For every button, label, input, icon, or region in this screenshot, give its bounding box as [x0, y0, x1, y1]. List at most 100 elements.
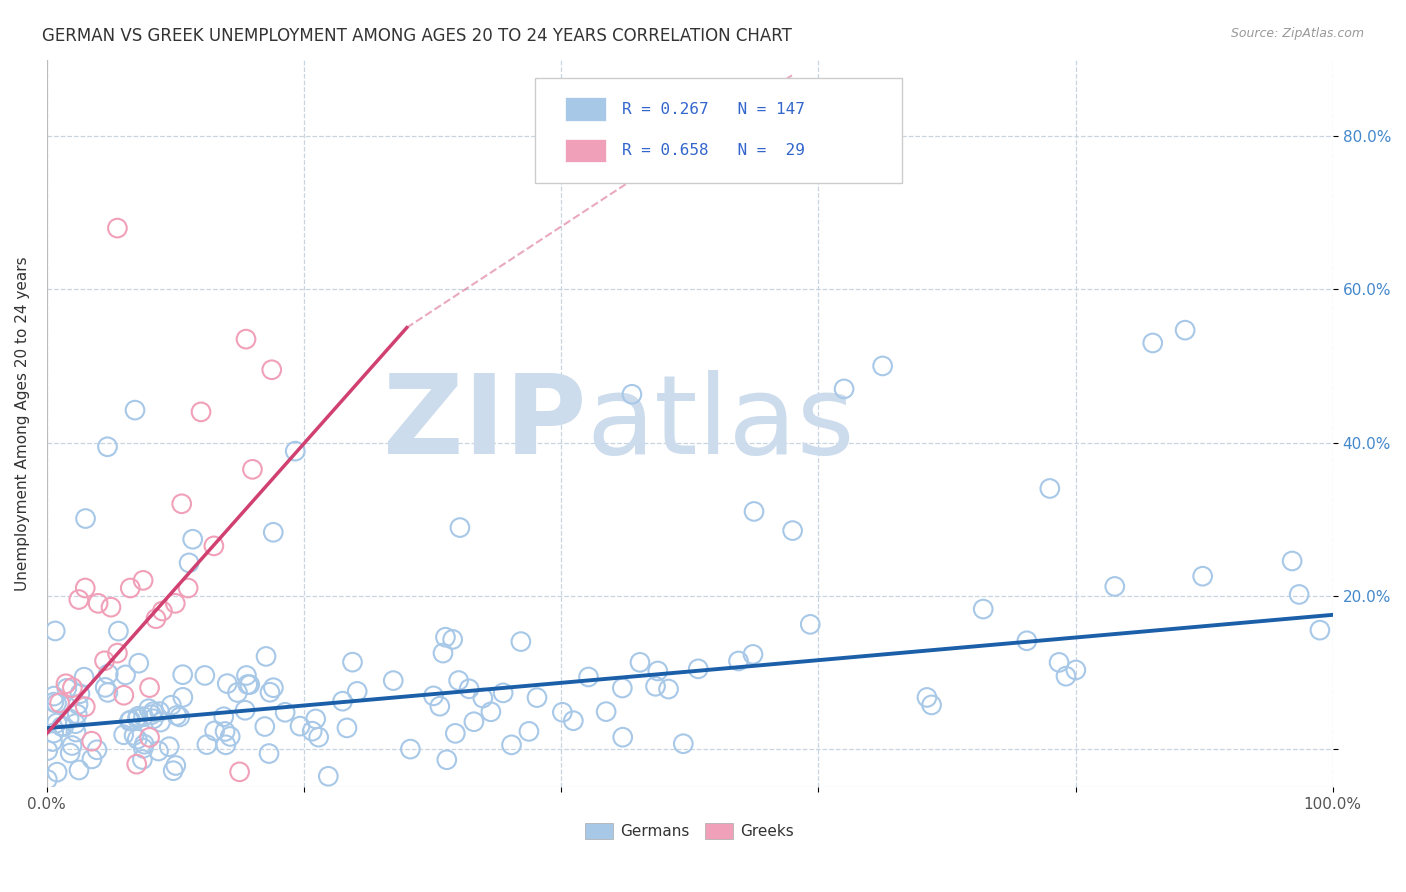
Point [233, 703, 256, 717]
Point [93, 654, 115, 668]
Y-axis label: Unemployment Among Ages 20 to 24 years: Unemployment Among Ages 20 to 24 years [15, 256, 30, 591]
Point [612, 730, 634, 744]
Point [399, 742, 422, 756]
Point [132, 709, 155, 723]
Point [429, 699, 451, 714]
Point [58, 712, 80, 726]
Point [308, 730, 330, 744]
Point [45, 716, 67, 731]
Point [239, 678, 262, 692]
Point [56, 681, 79, 696]
Point [75, 581, 97, 595]
Point [578, 670, 600, 684]
Point [141, 707, 163, 722]
Point [162, 764, 184, 778]
Point [551, 706, 574, 720]
Point [152, 604, 174, 618]
Point [37, 743, 59, 757]
Point [52, 720, 75, 734]
Point [112, 728, 135, 742]
Point [672, 737, 695, 751]
Point [972, 602, 994, 616]
Point [96, 440, 118, 454]
Point [782, 524, 804, 538]
Text: Source: ZipAtlas.com: Source: ZipAtlas.com [1230, 27, 1364, 40]
Point [190, 405, 212, 419]
Point [122, 728, 145, 742]
Point [118, 714, 141, 728]
Point [149, 705, 172, 719]
Point [212, 710, 235, 724]
Point [75, 511, 97, 525]
Point [259, 685, 281, 699]
Point [628, 656, 651, 670]
Point [42, 689, 65, 703]
Point [131, 752, 153, 766]
Point [172, 690, 194, 705]
Point [228, 764, 250, 779]
Point [1039, 482, 1062, 496]
Point [1054, 669, 1077, 683]
Point [127, 712, 149, 726]
Point [382, 673, 405, 688]
Legend: Germans, Greeks: Germans, Greeks [579, 817, 800, 845]
Point [55, 677, 77, 691]
FancyBboxPatch shape [565, 97, 606, 120]
FancyBboxPatch shape [536, 78, 901, 183]
Point [60, 739, 83, 753]
Point [194, 668, 217, 682]
Point [647, 664, 669, 678]
Point [75, 699, 97, 714]
Point [215, 738, 238, 752]
Point [284, 444, 307, 458]
Point [217, 676, 239, 690]
Point [219, 730, 242, 744]
Point [169, 710, 191, 724]
Text: atlas: atlas [586, 370, 855, 477]
Point [492, 686, 515, 700]
Point [67, 763, 90, 777]
Point [46, 765, 69, 780]
Point [872, 359, 894, 373]
Point [254, 649, 277, 664]
Point [432, 646, 454, 660]
Point [60, 681, 83, 695]
Point [165, 596, 187, 610]
Point [1191, 569, 1213, 583]
Point [100, 600, 122, 615]
Point [177, 581, 200, 595]
Point [915, 690, 938, 705]
Point [44, 624, 66, 638]
Point [149, 715, 172, 730]
Point [138, 681, 160, 695]
Point [336, 721, 359, 735]
Point [94, 681, 117, 695]
Point [165, 758, 187, 772]
Point [262, 681, 284, 695]
Point [145, 612, 167, 626]
Point [444, 726, 467, 740]
Point [65, 716, 87, 731]
Point [509, 634, 531, 648]
Point [80, 752, 103, 766]
Point [1281, 554, 1303, 568]
Point [1174, 323, 1197, 337]
Point [318, 769, 340, 783]
Point [42, 695, 65, 709]
Point [114, 668, 136, 682]
Point [132, 574, 155, 588]
Point [120, 713, 142, 727]
Point [177, 556, 200, 570]
Point [202, 539, 225, 553]
Point [612, 681, 634, 695]
Point [257, 747, 280, 761]
Point [59, 746, 82, 760]
Point [97, 685, 120, 699]
Point [305, 712, 328, 726]
Point [517, 724, 540, 739]
Point [214, 724, 236, 739]
Point [562, 714, 585, 728]
Point [434, 630, 457, 644]
Point [235, 332, 257, 346]
Point [112, 688, 135, 702]
